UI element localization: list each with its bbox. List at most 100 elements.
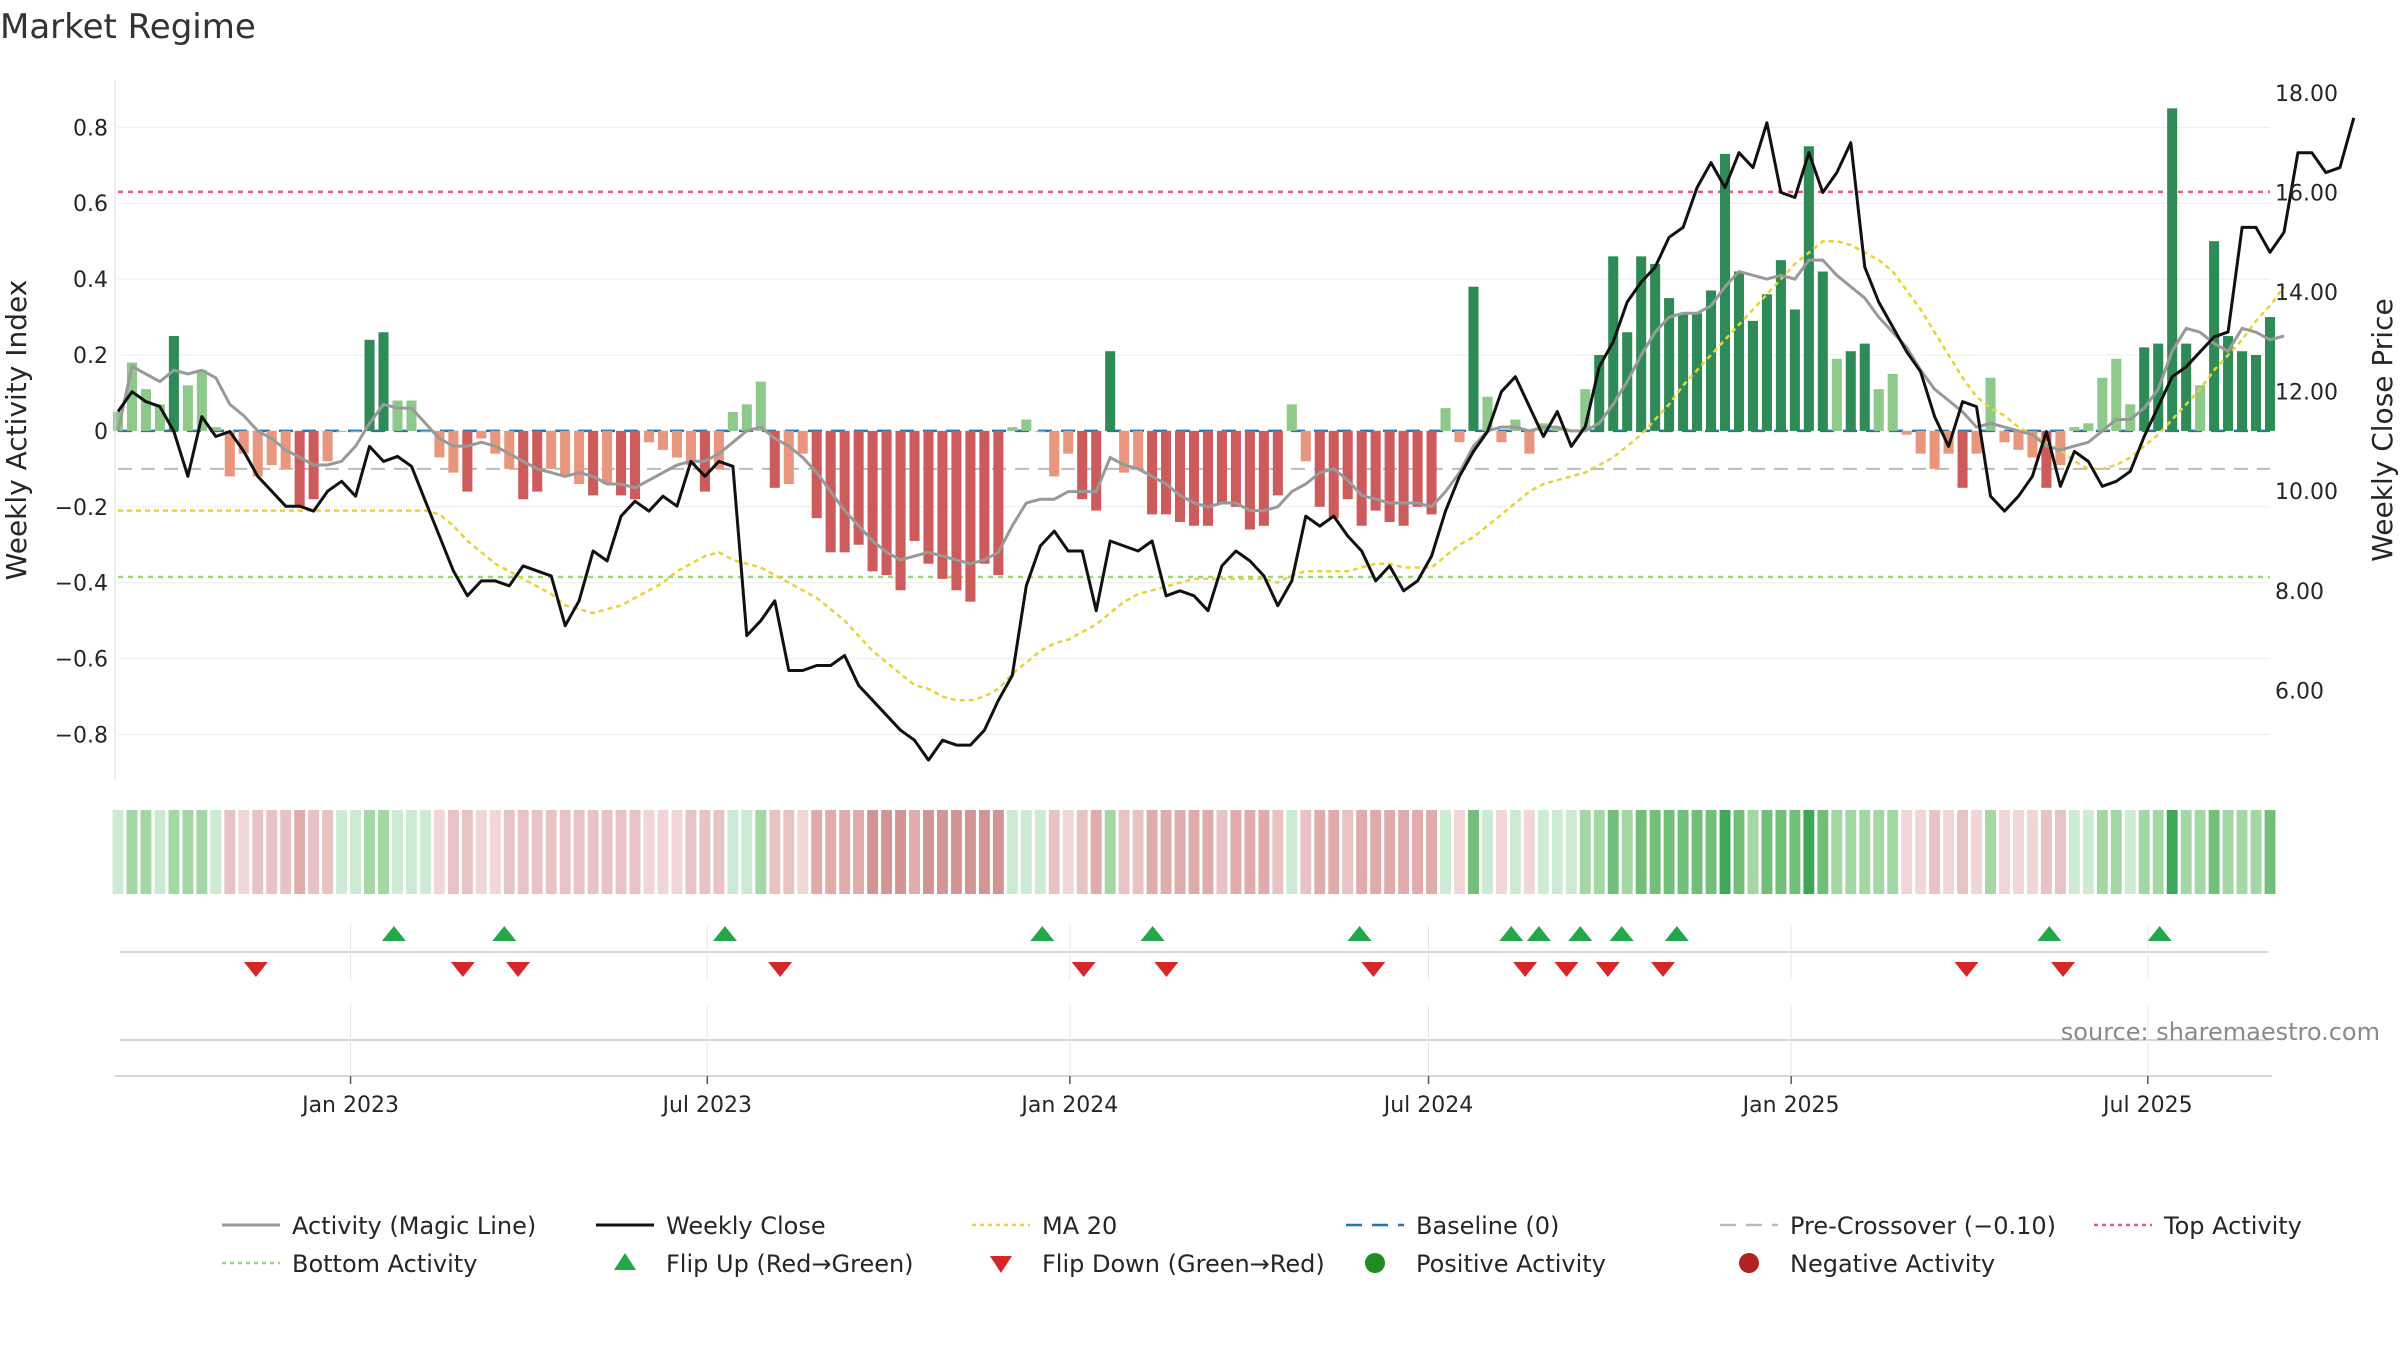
activity-bar	[574, 430, 585, 485]
activity-bar	[1286, 404, 1297, 431]
legend: Activity (Magic Line) Weekly Close MA 20 Ba…	[222, 1212, 2302, 1278]
regime-cell	[140, 810, 152, 894]
regime-cell	[1034, 810, 1046, 894]
regime-cell	[1537, 810, 1549, 894]
activity-bar	[1580, 389, 1591, 431]
activity-bar	[504, 430, 515, 469]
right-tick-label: 16.00	[2275, 182, 2338, 207]
activity-bar	[126, 362, 138, 431]
regime-cell	[1384, 810, 1396, 894]
regime-cell	[1062, 810, 1074, 894]
activity-bar	[252, 430, 263, 477]
activity-bar	[1664, 298, 1675, 431]
regime-cell	[224, 810, 236, 894]
activity-bar	[196, 370, 207, 431]
regime-cell	[2236, 810, 2248, 894]
regime-cell	[573, 810, 585, 894]
legend-label: Pre-Crossover (−0.10)	[1790, 1212, 2056, 1240]
regime-cell	[964, 810, 976, 894]
regime-cell	[755, 810, 767, 894]
activity-bar	[2097, 377, 2108, 431]
flip-up-marker	[1499, 926, 1524, 941]
left-tick-label: 0.8	[73, 116, 108, 141]
activity-bar	[2027, 430, 2038, 458]
regime-cell	[1188, 810, 1200, 894]
legend-label: Weekly Close	[666, 1212, 826, 1240]
regime-cell	[1719, 810, 1731, 894]
right-tick-label: 12.00	[2275, 381, 2338, 406]
activity-bar	[2237, 351, 2248, 431]
activity-bar	[783, 430, 794, 485]
regime-cell	[1789, 810, 1801, 894]
regime-cell	[1146, 810, 1158, 894]
regime-cell	[769, 810, 781, 894]
left-tick-label: 0.6	[73, 192, 108, 217]
activity-bar	[1468, 286, 1479, 431]
flip-down-marker	[1651, 962, 1676, 977]
activity-bar	[657, 430, 669, 450]
flip-down-marker	[768, 962, 793, 977]
activity-bar	[2055, 430, 2066, 466]
regime-cell	[1999, 810, 2010, 894]
series-lines	[116, 117, 2356, 762]
activity-bar	[2069, 427, 2080, 431]
activity-bar	[1216, 430, 1227, 503]
regime-cell	[923, 810, 934, 894]
regime-cell	[2013, 810, 2024, 894]
activity-bar	[2111, 358, 2122, 431]
activity-bar	[2223, 336, 2234, 431]
regime-cell	[950, 810, 962, 894]
regime-cell	[1076, 810, 1088, 894]
activity-bar	[1929, 430, 1940, 469]
legend-swatch	[1739, 1253, 1759, 1273]
activity-bar	[406, 400, 417, 431]
activity-bar	[350, 430, 361, 432]
activity-bars	[112, 108, 2276, 602]
activity-bar	[364, 339, 375, 431]
activity-bar	[238, 430, 249, 454]
magic-line	[116, 258, 2285, 566]
left-tick-label: −0.4	[55, 572, 108, 597]
regime-cell	[1160, 810, 1172, 894]
x-tick-label: Jan 2024	[1019, 1093, 1118, 1118]
left-tick-label: 0.4	[73, 268, 108, 293]
activity-bar	[1552, 427, 1563, 431]
regime-cell	[1482, 810, 1493, 894]
regime-cell	[1817, 810, 1829, 894]
flip-up-marker	[1030, 926, 1055, 941]
activity-bar	[1300, 430, 1311, 462]
regime-cell	[2152, 810, 2164, 894]
activity-bar	[1440, 408, 1451, 431]
regime-cell	[392, 810, 403, 894]
legend-swatch	[990, 1256, 1012, 1273]
activity-bar	[1105, 351, 1116, 431]
left-axis-label: Weekly Activity Index	[0, 280, 33, 581]
activity-bar	[1133, 430, 1144, 469]
regime-cell	[699, 810, 711, 894]
activity-bar	[168, 336, 179, 431]
activity-bar	[1510, 419, 1521, 431]
regime-cell	[1495, 810, 1507, 894]
regime-cell	[1509, 810, 1521, 894]
activity-bar	[1733, 271, 1745, 431]
regime-cell	[978, 810, 990, 894]
activity-bar	[1845, 351, 1856, 431]
activity-bar	[1999, 430, 2010, 443]
activity-bar	[1091, 430, 1102, 511]
activity-bar	[1147, 430, 1158, 515]
activity-bar	[2139, 347, 2150, 431]
regime-cell	[1971, 810, 1982, 894]
regime-cell	[1733, 810, 1745, 894]
regime-cell	[1943, 810, 1955, 894]
activity-bar	[979, 430, 990, 564]
regime-cell	[2110, 810, 2122, 894]
regime-cell	[238, 810, 250, 894]
x-tick-label: Jul 2025	[2101, 1093, 2193, 1118]
regime-cell	[1551, 810, 1563, 894]
activity-bar	[336, 430, 347, 432]
activity-bar	[1985, 377, 1996, 431]
x-axis-ticks: Jan 2023 Jul 2023 Jan 2024 Jul 2024 Jan 2025…	[300, 925, 2193, 1118]
activity-bar	[993, 430, 1004, 576]
activity-bar	[378, 332, 389, 431]
regime-cell	[853, 810, 865, 894]
